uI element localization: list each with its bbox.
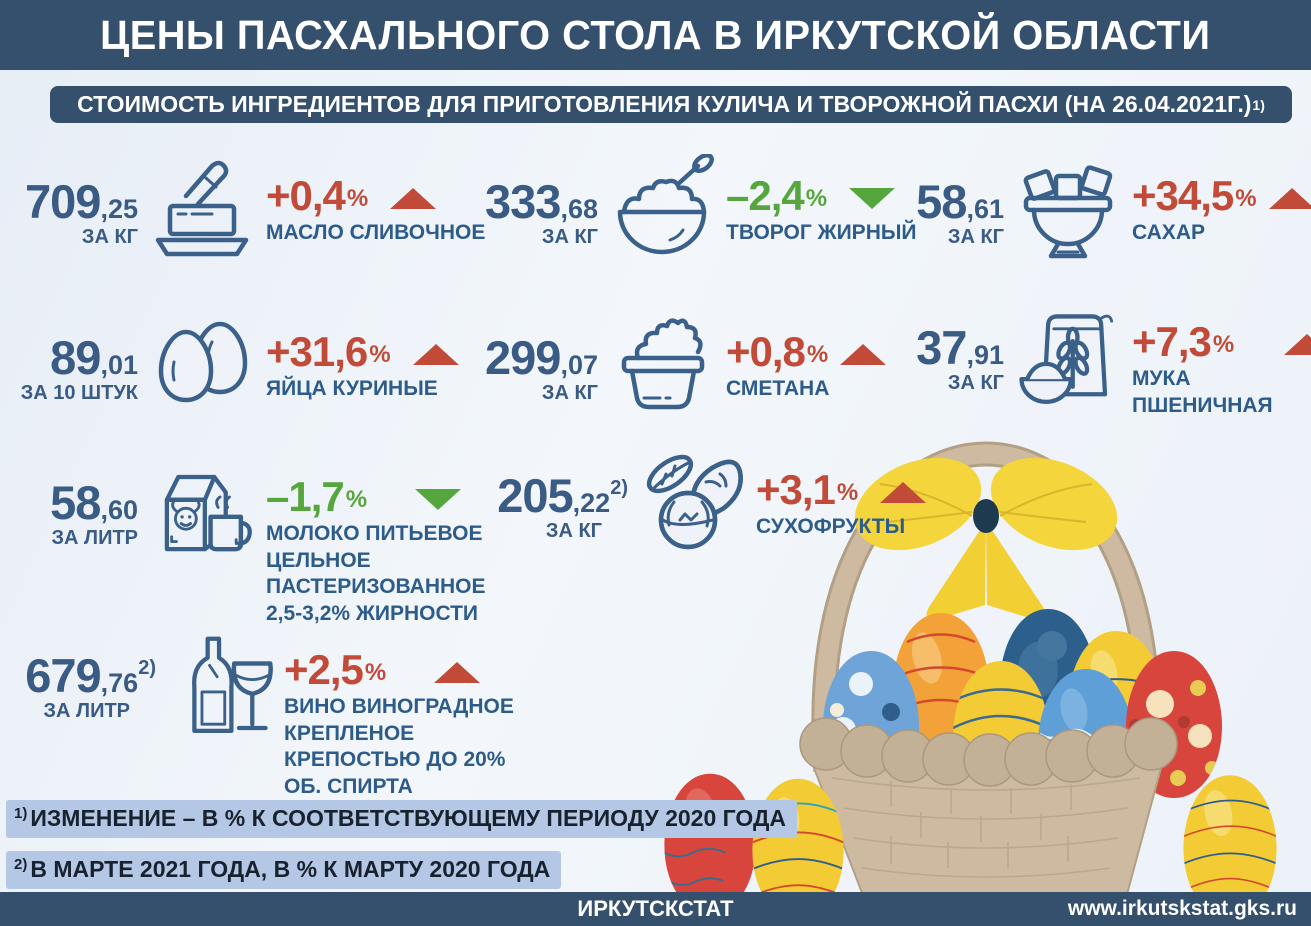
change-value: +31,6 xyxy=(266,328,368,375)
price-unit: ЗА ЛИТР xyxy=(43,700,131,723)
down-triangle-icon xyxy=(415,488,462,510)
price-block: 58,61 ЗА КГ xyxy=(916,175,1004,249)
item-wine: 679,762) ЗА ЛИТР +2,5% ВИНО ВИНОГРАДНОЕ … xyxy=(6,628,514,801)
subtitle-pill: СТОИМОСТЬ ИНГРЕДИЕНТОВ ДЛЯ ПРИГОТОВЛЕНИЯ… xyxy=(50,86,1292,123)
product-label: МОЛОКО ПИТЬЕВОЕ ЦЕЛЬНОЕ ПАСТЕРИЗОВАННОЕ … xyxy=(266,521,486,626)
subtitle-text: СТОИМОСТЬ ИНГРЕДИЕНТОВ ДЛЯ ПРИГОТОВЛЕНИЯ… xyxy=(77,91,1252,117)
price-value: 58 xyxy=(916,175,967,228)
price-unit: ЗА КГ xyxy=(947,226,1004,249)
price-unit: ЗА КГ xyxy=(947,372,1004,395)
product-label: МУКА ПШЕНИЧНАЯ xyxy=(1132,366,1273,417)
website-link[interactable]: www.irkutskstat.gks.ru xyxy=(1067,897,1297,920)
item-eggs: 89,01 ЗА 10 ШТУК +31,6% ЯЙЦА КУРИНЫЕ xyxy=(6,310,459,428)
item-milk: 58,60 ЗА ЛИТР xyxy=(6,455,486,628)
product-label: ТВОРОГ ЖИРНЫЙ xyxy=(726,220,917,244)
up-triangle-icon xyxy=(840,343,887,365)
price-block: 37,91 ЗА КГ xyxy=(916,321,1004,395)
item-dried-fruits: 205,222) ЗА КГ +3,1% СУХОФРУКТЫ xyxy=(470,448,927,566)
easter-basket-illustration xyxy=(799,441,1222,898)
up-triangle-icon xyxy=(1284,333,1311,355)
item-curd: 333,68 ЗА КГ –2,4% ТВОРОГ ЖИРНЫЙ xyxy=(478,154,917,272)
bow xyxy=(854,457,1118,620)
up-triangle-icon xyxy=(390,187,437,209)
price-block: 89,01 ЗА 10 ШТУК xyxy=(6,310,138,405)
price-unit: ЗА 10 ШТУК xyxy=(20,382,138,405)
up-triangle-icon xyxy=(1268,187,1311,209)
footnote-1: 1) ИЗМЕНЕНИЕ – В % К СООТВЕТСТВУЮЩЕМУ ПЕР… xyxy=(6,800,797,838)
product-label: СМЕТАНА xyxy=(726,376,830,400)
price-unit: ЗА КГ xyxy=(81,226,138,249)
price-value: 37 xyxy=(916,321,967,374)
price-block: 58,60 ЗА ЛИТР xyxy=(6,455,138,550)
product-label: СУХОФРУКТЫ xyxy=(756,514,906,538)
item-flour: 37,91 ЗА КГ +7,3% МУКА ПШ xyxy=(916,300,1311,424)
flour-bag-icon xyxy=(1012,300,1124,424)
title-bar: ЦЕНЫ ПАСХАЛЬНОГО СТОЛА В ИРКУТСКОЙ ОБЛАС… xyxy=(0,0,1311,70)
wine-bottle-glass-icon xyxy=(164,628,276,754)
price-value: 299 xyxy=(485,331,561,384)
basket-handle xyxy=(811,441,1161,773)
item-sugar: 58,61 ЗА КГ +34,5% САХАР xyxy=(916,154,1311,272)
product-label: МАСЛО СЛИВОЧНОЕ xyxy=(266,220,486,244)
walnut-icon xyxy=(636,448,748,566)
footnote-2: 2) В МАРТЕ 2021 ГОДА, В % К МАРТУ 2020 ГО… xyxy=(6,851,562,889)
product-label: ВИНО ВИНОГРАДНОЕ КРЕПЛЕНОЕ КРЕПОСТЬЮ ДО … xyxy=(284,694,514,799)
price-value: 679 xyxy=(25,649,101,702)
curd-bowl-icon xyxy=(606,154,718,272)
change-value: +0,4 xyxy=(266,172,346,219)
price-value: 58 xyxy=(50,476,101,529)
product-label: САХАР xyxy=(1132,220,1205,244)
change-value: +3,1 xyxy=(756,466,836,513)
up-triangle-icon xyxy=(412,343,459,365)
item-butter: 709,25 ЗА КГ +0,4% МАСЛО СЛИВОЧНОЕ xyxy=(6,154,485,272)
chicken-eggs-icon xyxy=(146,310,258,428)
footnote-mark: 2) xyxy=(138,657,156,679)
change-value: +34,5 xyxy=(1132,172,1234,219)
milk-carton-icon xyxy=(146,455,258,575)
footnote-mark: 2) xyxy=(610,477,628,499)
price-unit: ЗА КГ xyxy=(541,382,598,405)
basket-rim xyxy=(799,717,1178,787)
down-triangle-icon xyxy=(849,187,896,209)
price-block: 333,68 ЗА КГ xyxy=(478,154,598,249)
footer-bar: ИРКУТСКСТАТ www.irkutskstat.gks.ru xyxy=(0,892,1311,926)
subtitle-footnote-mark: 1) xyxy=(1252,96,1265,113)
price-unit: ЗА КГ xyxy=(541,226,598,249)
price-block: 679,762) ЗА ЛИТР xyxy=(6,628,156,723)
up-triangle-icon xyxy=(880,481,927,503)
price-value: 89 xyxy=(50,331,101,384)
organization-name: ИРКУТСКСТАТ xyxy=(577,896,734,921)
product-label: ЯЙЦА КУРИНЫЕ xyxy=(266,376,438,400)
price-block: 299,07 ЗА КГ xyxy=(478,310,598,405)
sugar-bowl-icon xyxy=(1012,154,1124,272)
price-value: 205 xyxy=(497,469,573,522)
footnotes: 1) ИЗМЕНЕНИЕ – В % К СООТВЕТСТВУЮЩЕМУ ПЕР… xyxy=(6,800,797,902)
price-block: 709,25 ЗА КГ xyxy=(6,154,138,249)
change-value: +7,3 xyxy=(1132,318,1212,365)
price-value: 709 xyxy=(25,175,101,228)
change-value: +2,5 xyxy=(284,646,364,693)
price-unit: ЗА ЛИТР xyxy=(51,527,139,550)
price-unit: ЗА КГ xyxy=(545,520,602,543)
item-sour-cream: 299,07 ЗА КГ +0,8% СМЕТАНА xyxy=(478,310,887,428)
price-value: 333 xyxy=(485,175,561,228)
up-triangle-icon xyxy=(434,661,481,683)
change-value: +0,8 xyxy=(726,328,806,375)
butter-dish-icon xyxy=(146,154,258,272)
change-value: –1,7 xyxy=(266,473,345,520)
change-value: –2,4 xyxy=(726,172,805,219)
page-title: ЦЕНЫ ПАСХАЛЬНОГО СТОЛА В ИРКУТСКОЙ ОБЛАС… xyxy=(100,11,1211,58)
sour-cream-cup-icon xyxy=(606,310,718,428)
price-block: 205,222) ЗА КГ xyxy=(470,448,628,543)
